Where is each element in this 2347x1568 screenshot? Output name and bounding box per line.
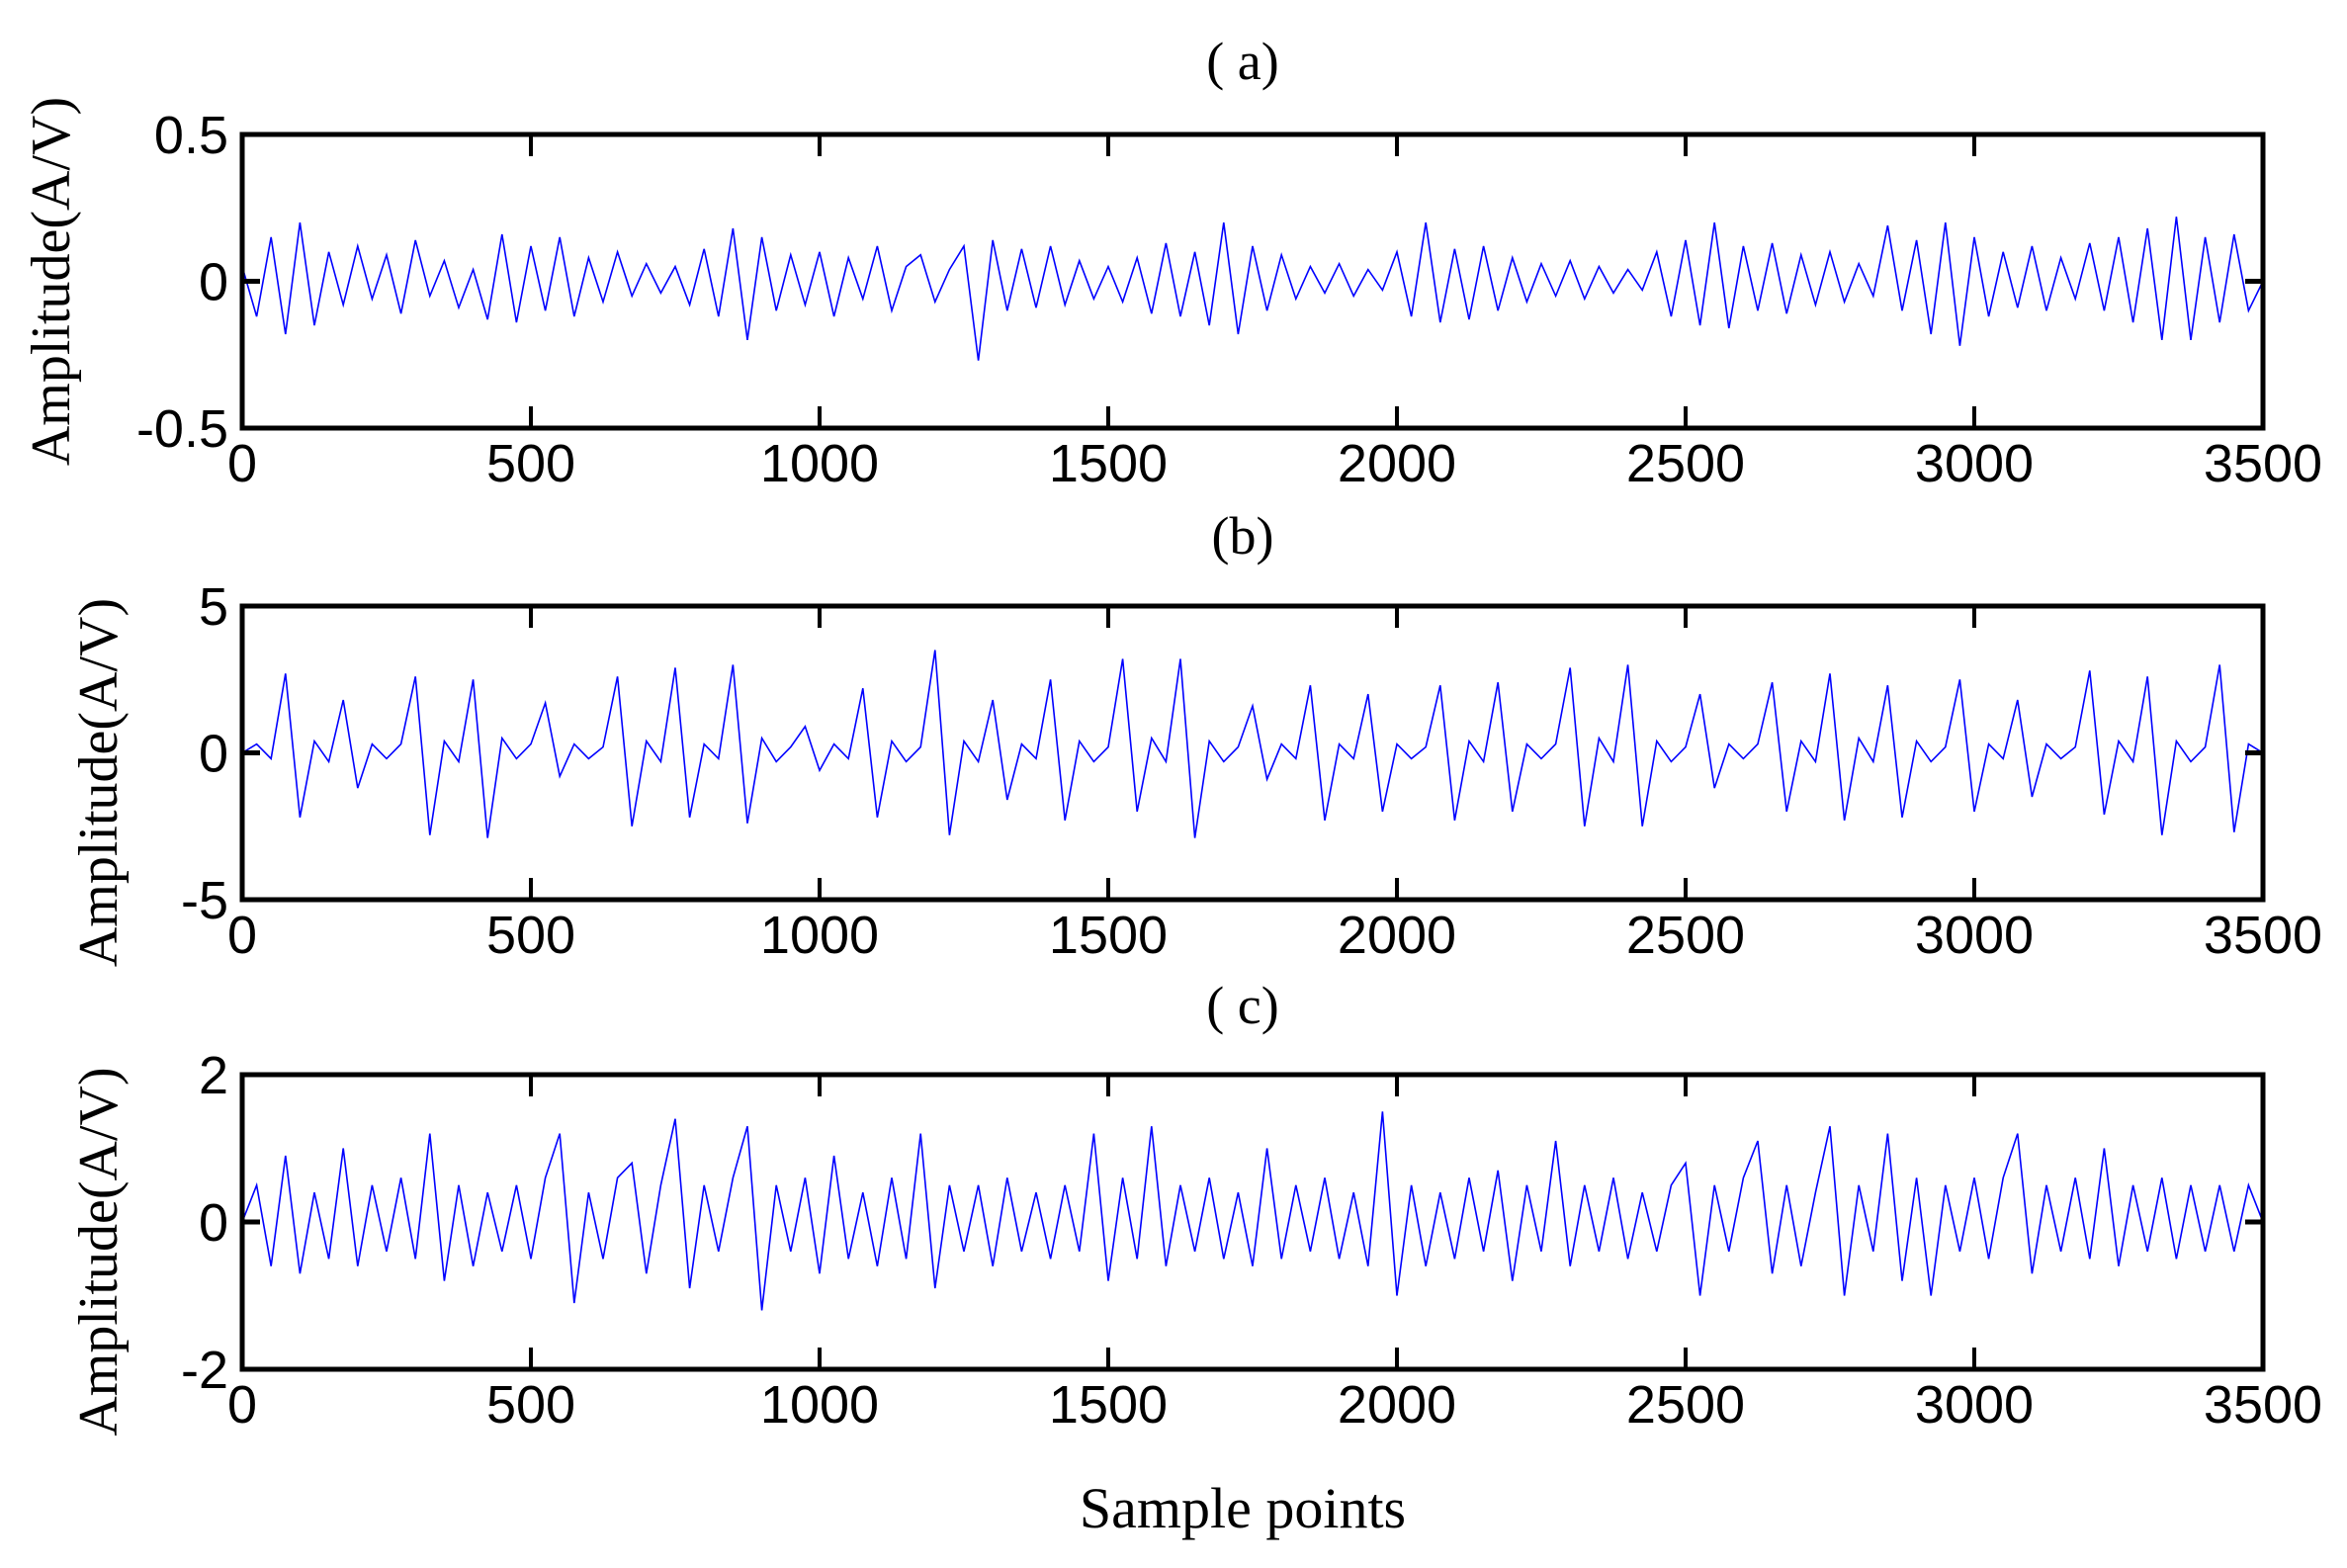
y-tick-label: 0	[199, 253, 228, 312]
x-tick-label: 2000	[1338, 434, 1456, 493]
x-axis-label: Sample points	[1080, 1476, 1406, 1540]
x-tick-label: 3500	[2204, 1375, 2322, 1435]
x-tick-label: 0	[227, 1375, 257, 1435]
x-tick-label: 0	[227, 434, 257, 493]
x-tick-label: 500	[486, 1375, 575, 1435]
x-tick-label: 3000	[1915, 906, 2034, 965]
x-tick-label: 1000	[760, 906, 879, 965]
x-tick-label: 500	[486, 434, 575, 493]
y-tick-label: 2	[199, 1046, 228, 1105]
y-tick-label: -0.5	[136, 399, 228, 459]
x-tick-label: 500	[486, 906, 575, 965]
signal-line	[241, 217, 2264, 361]
x-tick-label: 0	[227, 906, 257, 965]
subplot-c: ( c)0 500 1000 1500 2000 2500 3000 350020-2Ampl…	[68, 976, 2322, 1540]
subplot-b: (b)0 500 1000 1500 2000 2500 3000 350050-5Ampli…	[68, 506, 2322, 967]
x-tick-label: 2500	[1626, 1375, 1745, 1435]
x-tick-label: 3500	[2204, 434, 2322, 493]
y-tick-label: 0	[199, 725, 228, 784]
x-tick-label: 3500	[2204, 906, 2322, 965]
x-tick-label: 1500	[1049, 1375, 1168, 1435]
signal-line	[241, 650, 2264, 838]
x-tick-label: 3000	[1915, 1375, 2034, 1435]
axes-box	[239, 603, 2266, 903]
subplot-title: ( a)	[1206, 32, 1278, 91]
y-tick-label: -5	[181, 871, 228, 930]
subplot-title: ( c)	[1206, 976, 1278, 1035]
x-tick-label: 2500	[1626, 906, 1745, 965]
y-tick-label: 0.5	[154, 106, 228, 165]
y-axis-label: Amplitude(A/V)	[68, 598, 130, 967]
axes-box	[239, 131, 2266, 431]
subplot-title: (b)	[1212, 506, 1274, 566]
x-tick-label: 3000	[1915, 434, 2034, 493]
x-tick-label: 1000	[760, 1375, 879, 1435]
x-tick-label: 2000	[1338, 1375, 1456, 1435]
axes-box	[239, 1072, 2266, 1372]
y-tick-label: 5	[199, 577, 228, 637]
y-axis-label: Amplitude(A/V)	[68, 1067, 130, 1436]
signal-line	[241, 1111, 2264, 1311]
x-tick-label: 1000	[760, 434, 879, 493]
x-tick-label: 2500	[1626, 434, 1745, 493]
subplot-a: ( a)0 500 1000 1500 2000 2500 3000 35000.50-0.5…	[21, 32, 2322, 493]
x-tick-label: 1500	[1049, 434, 1168, 493]
y-tick-label: -2	[181, 1341, 228, 1400]
x-tick-label: 1500	[1049, 906, 1168, 965]
x-tick-label: 2000	[1338, 906, 1456, 965]
y-tick-label: 0	[199, 1193, 228, 1253]
y-axis-label: Amplitude(A/V)	[21, 97, 82, 466]
